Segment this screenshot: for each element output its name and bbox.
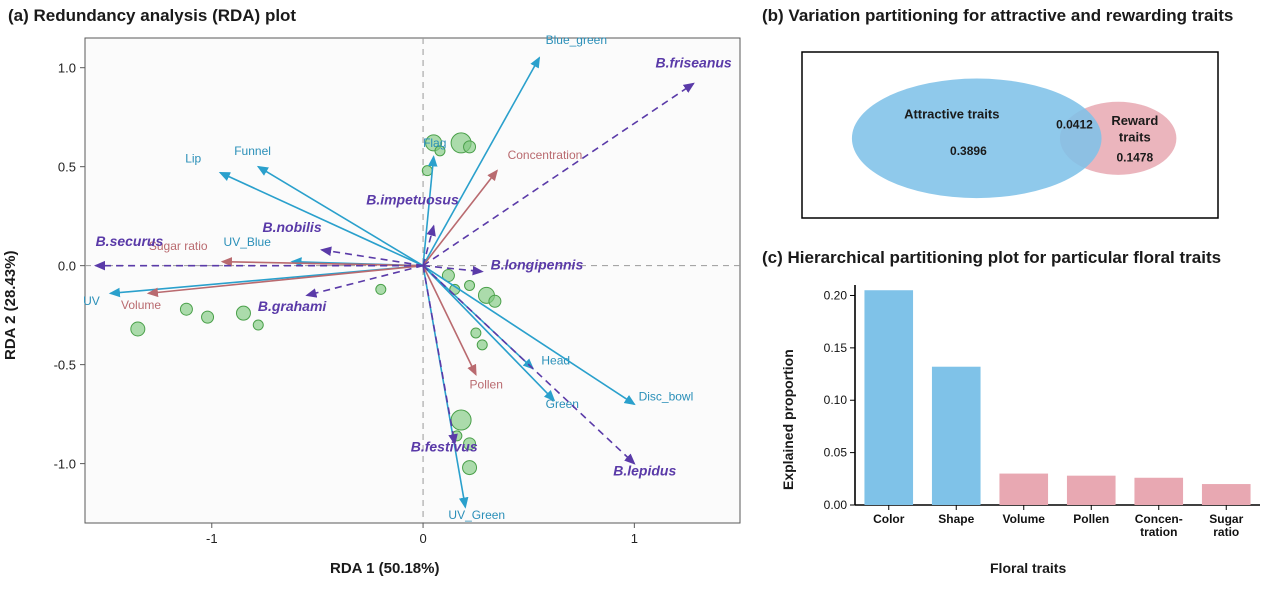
- svg-text:Head: Head: [541, 354, 570, 368]
- svg-text:B.impetuosus: B.impetuosus: [366, 191, 459, 207]
- svg-text:0.5: 0.5: [58, 160, 76, 175]
- svg-text:B.festivus: B.festivus: [411, 439, 478, 455]
- svg-text:Attractive traits: Attractive traits: [904, 106, 999, 121]
- svg-text:Disc_bowl: Disc_bowl: [639, 389, 694, 403]
- svg-text:0.0412: 0.0412: [1056, 117, 1093, 131]
- svg-text:0.00: 0.00: [824, 498, 848, 512]
- svg-text:0.0: 0.0: [58, 259, 76, 274]
- panel-c-title: (c) Hierarchical partitioning plot for p…: [762, 248, 1221, 268]
- svg-text:B.grahami: B.grahami: [258, 298, 328, 314]
- panel-a-title: (a) Redundancy analysis (RDA) plot: [8, 6, 296, 26]
- svg-text:Blue_green: Blue_green: [546, 33, 607, 47]
- svg-text:Lip: Lip: [185, 152, 201, 166]
- svg-text:Flag: Flag: [423, 136, 446, 150]
- svg-text:tration: tration: [1140, 525, 1177, 539]
- panel-c-xlabel: Floral traits: [990, 560, 1066, 576]
- svg-text:UV_Blue: UV_Blue: [224, 235, 272, 249]
- svg-text:Volume: Volume: [1003, 512, 1046, 526]
- svg-text:Pollen: Pollen: [1073, 512, 1109, 526]
- svg-text:UV_Green: UV_Green: [448, 508, 505, 522]
- svg-text:Funnel: Funnel: [234, 144, 271, 158]
- svg-text:Reward: Reward: [1111, 113, 1158, 128]
- svg-text:0.10: 0.10: [824, 393, 848, 407]
- svg-text:B.longipennis: B.longipennis: [491, 257, 584, 273]
- panel-b-title: (b) Variation partitioning for attractiv…: [762, 6, 1233, 26]
- svg-text:-1: -1: [206, 531, 218, 546]
- panel-a-xlabel: RDA 1 (50.18%): [330, 560, 439, 577]
- svg-text:ratio: ratio: [1213, 525, 1239, 539]
- panel-a-ylabel: RDA 2 (28.43%): [2, 251, 19, 360]
- panel-c-ylabel: Explained proportion: [780, 349, 796, 490]
- svg-text:Sugar: Sugar: [1209, 512, 1243, 526]
- svg-text:Volume: Volume: [121, 298, 161, 312]
- svg-text:-1.0: -1.0: [54, 457, 76, 472]
- svg-text:B.friseanus: B.friseanus: [655, 55, 731, 71]
- svg-text:0.3896: 0.3896: [950, 144, 987, 158]
- svg-text:1.0: 1.0: [58, 61, 76, 76]
- svg-text:0: 0: [419, 531, 426, 546]
- rda-plot: -1 0 1 -1.0 -0.5 0.0 0.5 1.0 Blue_green Flag Funne…: [30, 28, 750, 558]
- svg-text:1: 1: [631, 531, 638, 546]
- svg-text:Concen-: Concen-: [1135, 512, 1183, 526]
- svg-text:0.1478: 0.1478: [1116, 151, 1153, 165]
- bar-plot: 0.00 0.05 0.10 0.15 0.20 Color Shape Volume Poll…: [800, 275, 1270, 555]
- svg-text:Pollen: Pollen: [470, 377, 503, 391]
- svg-text:Color: Color: [873, 512, 905, 526]
- svg-text:Shape: Shape: [938, 512, 974, 526]
- svg-text:traits: traits: [1119, 130, 1151, 145]
- svg-text:B.nobilis: B.nobilis: [263, 219, 322, 235]
- svg-text:UV: UV: [83, 294, 100, 308]
- svg-text:0.05: 0.05: [824, 446, 848, 460]
- venn-plot: Attractive traits 0.3896 Reward traits 0.147…: [790, 40, 1230, 230]
- svg-text:-0.5: -0.5: [54, 358, 76, 373]
- svg-text:B.lepidus: B.lepidus: [613, 462, 676, 478]
- svg-text:B.securus: B.securus: [96, 233, 164, 249]
- svg-text:0.15: 0.15: [824, 341, 848, 355]
- svg-text:Concentration: Concentration: [508, 148, 583, 162]
- svg-text:0.20: 0.20: [824, 288, 848, 302]
- svg-text:Green: Green: [546, 397, 579, 411]
